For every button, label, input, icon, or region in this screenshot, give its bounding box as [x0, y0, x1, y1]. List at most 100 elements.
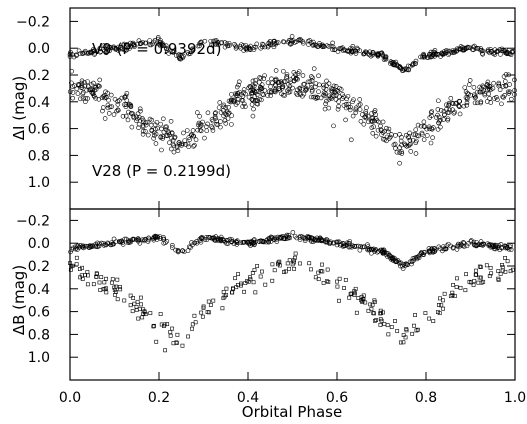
panel-top-x-axis [69, 8, 516, 209]
data-point-top-series-0 [350, 43, 356, 49]
data-point-top-series-1 [232, 97, 237, 103]
data-point-bottom-series-0 [80, 244, 86, 250]
data-point-bottom-series-1 [154, 339, 159, 344]
data-point-top-series-0 [259, 41, 265, 47]
data-point-bottom-series-1 [174, 340, 179, 345]
data-point-top-series-1 [281, 68, 286, 74]
data-point-top-series-1 [309, 87, 315, 93]
data-point-top-series-1 [269, 76, 274, 82]
data-point-bottom-series-0 [218, 236, 223, 242]
data-point-top-series-1 [394, 149, 400, 155]
data-point-top-series-1 [151, 136, 156, 141]
data-point-bottom-series-0 [417, 252, 423, 257]
data-point-top-series-1 [327, 95, 333, 101]
data-point-bottom-series-0 [108, 242, 114, 248]
data-point-top-series-1 [424, 126, 429, 132]
ytick-label-bottom-5: 0.8 [28, 327, 50, 343]
data-point-bottom-series-1 [68, 261, 72, 265]
data-point-top-series-1 [174, 143, 180, 149]
data-point-top-series-1 [443, 102, 449, 108]
data-point-top-series-0 [506, 51, 511, 56]
data-point-bottom-series-0 [443, 246, 449, 252]
data-point-top-series-1 [446, 110, 452, 115]
data-point-top-series-1 [389, 132, 394, 137]
data-point-top-series-1 [376, 119, 381, 125]
data-point-top-series-1 [284, 88, 290, 94]
data-point-top-series-1 [507, 89, 513, 95]
data-point-top-series-0 [178, 56, 183, 62]
data-point-top-series-0 [412, 61, 418, 66]
data-point-top-series-1 [75, 91, 81, 96]
data-point-bottom-series-0 [367, 247, 372, 253]
data-point-bottom-series-1 [77, 267, 82, 271]
data-point-bottom-series-1 [321, 281, 326, 285]
data-point-top-series-1 [116, 108, 121, 113]
data-point-bottom-series-1 [80, 265, 85, 270]
data-point-top-series-1 [333, 97, 339, 102]
data-point-bottom-series-1 [272, 268, 277, 273]
data-point-top-series-1 [353, 105, 359, 111]
data-point-top-series-1 [124, 91, 130, 96]
data-point-top-series-1 [277, 87, 283, 93]
data-point-top-series-1 [197, 127, 203, 133]
data-point-top-series-1 [250, 82, 256, 88]
data-point-top-series-1 [316, 73, 321, 79]
data-point-bottom-series-1 [94, 274, 99, 279]
data-point-bottom-series-0 [82, 243, 88, 249]
data-point-bottom-series-1 [138, 295, 143, 300]
data-point-bottom-series-1 [230, 290, 234, 295]
data-point-top-series-1 [72, 83, 77, 88]
data-point-top-series-1 [436, 120, 441, 126]
data-point-top-series-1 [465, 90, 470, 96]
data-point-bottom-series-1 [472, 278, 477, 283]
data-point-top-series-0 [190, 47, 196, 53]
data-point-bottom-series-0 [443, 246, 448, 251]
data-point-top-series-1 [221, 113, 226, 119]
data-point-bottom-series-1 [448, 294, 453, 299]
ytick-label-top-6: 1.0 [28, 175, 50, 191]
data-point-bottom-series-1 [143, 312, 148, 316]
data-point-bottom-series-1 [500, 268, 505, 273]
data-point-bottom-series-0 [456, 241, 461, 247]
data-point-top-series-1 [233, 102, 239, 107]
data-point-top-series-0 [120, 42, 126, 48]
data-point-bottom-series-0 [258, 238, 264, 244]
xtick-label-1: 0.2 [148, 390, 170, 406]
data-point-top-series-0 [301, 40, 306, 46]
data-point-top-series-1 [176, 140, 182, 145]
data-point-top-series-0 [375, 53, 381, 59]
data-point-bottom-series-1 [115, 297, 120, 302]
data-point-top-series-1 [464, 97, 470, 102]
ytick-label-bottom-1: 0.0 [28, 236, 50, 252]
data-point-top-series-1 [500, 84, 506, 89]
data-point-top-series-1 [464, 102, 470, 108]
data-point-top-series-1 [466, 82, 472, 87]
data-point-bottom-series-1 [186, 334, 191, 339]
data-point-top-series-1 [84, 87, 89, 93]
data-point-top-series-1 [185, 141, 191, 147]
data-point-bottom-series-0 [400, 266, 406, 271]
data-point-top-series-0 [404, 67, 409, 73]
data-point-top-series-1 [158, 121, 163, 127]
data-point-bottom-series-0 [478, 239, 484, 244]
data-point-top-series-1 [273, 68, 279, 73]
data-point-bottom-series-1 [117, 284, 122, 289]
data-point-top-series-1 [165, 133, 170, 138]
data-point-top-series-1 [282, 93, 288, 98]
data-point-bottom-series-1 [359, 294, 364, 299]
data-point-top-series-1 [137, 106, 143, 112]
data-point-top-series-0 [238, 45, 244, 51]
data-point-top-series-1 [311, 66, 317, 71]
data-point-bottom-series-0 [503, 244, 508, 249]
data-point-bottom-series-1 [201, 305, 206, 310]
data-point-bottom-series-1 [464, 272, 469, 277]
data-point-top-series-1 [368, 118, 374, 124]
data-point-top-series-1 [360, 112, 365, 117]
data-point-bottom-series-0 [136, 237, 142, 243]
data-point-top-series-0 [211, 38, 216, 44]
data-point-top-series-1 [361, 121, 367, 127]
data-point-bottom-series-1 [283, 269, 288, 274]
data-point-top-series-1 [229, 122, 234, 127]
data-point-bottom-series-1 [250, 271, 255, 275]
data-point-top-series-1 [399, 142, 404, 148]
